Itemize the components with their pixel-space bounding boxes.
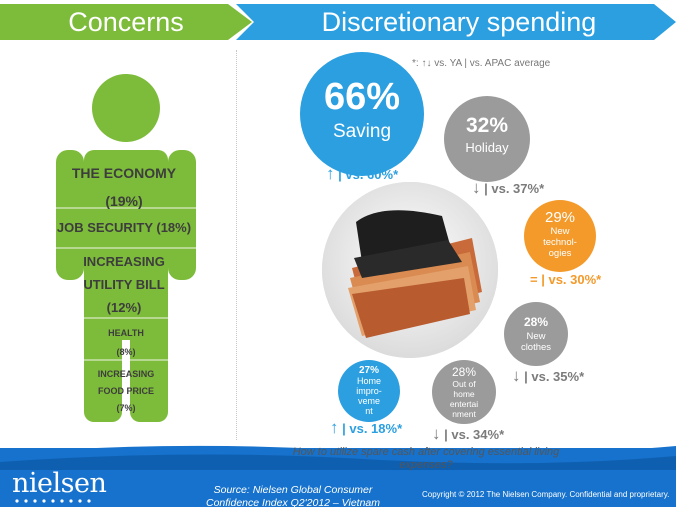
home-improvement-line2: impro- (356, 386, 382, 396)
comparison-legend-note: *: ↑↓ vs. YA | vs. APAC average (412, 58, 551, 69)
new-technologies-line3: ogies (548, 248, 572, 259)
holiday-label: Holiday (465, 140, 509, 155)
wallet-icon (322, 182, 498, 358)
home-improvement-cmp-text: | vs. 18%* (342, 421, 403, 436)
out-of-home-entertainment-label: Out of home entertai nment (432, 379, 496, 419)
holiday-arrow: ↓ (472, 178, 481, 197)
out-of-home-arrow: ↓ (432, 424, 441, 443)
saving-label: Saving (332, 121, 392, 142)
concern-food-line1: INCREASING (97, 369, 155, 379)
new-technologies-pct: 29% (544, 209, 576, 226)
footer-copyright: Copyright © 2012 The Nielsen Company. Co… (422, 490, 670, 499)
concern-food-value: (7%) (116, 403, 136, 413)
concern-utility-line1: INCREASING (83, 254, 165, 269)
concern-economy-value: (19%) (105, 193, 143, 209)
new-technologies-cmp-text: | vs. 30%* (541, 272, 602, 287)
home-improvement-comparison: ↑ | vs. 18%* (330, 418, 402, 438)
new-technologies-line1: New (550, 226, 570, 237)
discretionary-spending-title: Discretionary spending (321, 6, 597, 37)
new-clothes-arrow: ↓ (512, 366, 521, 385)
footer-source: Source: Nielsen Global Consumer Confiden… (176, 484, 410, 510)
concern-economy: THE ECONOMY (19%) (44, 160, 204, 214)
new-clothes-line2: clothes (520, 342, 552, 353)
home-improvement-pct: 27% (358, 365, 379, 376)
footer-wave (0, 445, 676, 470)
out-of-home-line2: home (453, 389, 475, 399)
wallet-cash-image (322, 182, 498, 358)
out-of-home-cmp-text: | vs. 34%* (444, 427, 505, 442)
new-clothes-comparison: ↓ | vs. 35%* (512, 366, 584, 386)
footer-source-line1: Source: Nielsen Global Consumer (213, 484, 373, 496)
nielsen-logo-dots (15, 499, 91, 503)
new-clothes-circle: 28% New clothes (504, 302, 568, 366)
spending-question: How to utilize spare cash after covering… (292, 446, 560, 471)
concern-health: HEALTH (8%) (84, 324, 168, 362)
home-improvement-arrow: ↑ (330, 418, 339, 437)
out-of-home-entertainment-pct: 28% (451, 365, 477, 379)
new-technologies-comparison: = | vs. 30%* (530, 272, 601, 287)
out-of-home-entertainment-comparison: ↓ | vs. 34%* (432, 424, 504, 444)
saving-circle: 66% Saving (300, 52, 424, 176)
concern-utility-value: (12%) (106, 300, 142, 315)
home-improvement-circle: 27% Home impro- veme nt (338, 360, 400, 422)
new-clothes-line1: New (526, 331, 546, 342)
concern-food-line2: FOOD PRICE (97, 386, 154, 396)
new-technologies-arrow: = (530, 272, 538, 287)
person-figure (56, 74, 196, 422)
holiday-comparison: ↓ | vs. 37%* (472, 178, 544, 198)
new-clothes-pct: 28% (523, 315, 549, 329)
concerns-title: Concerns (68, 6, 184, 37)
out-of-home-line1: Out of (452, 379, 476, 389)
concerns-header: Concerns (0, 4, 252, 40)
section-divider (236, 50, 237, 440)
home-improvement-line4: nt (365, 406, 373, 416)
saving-arrow: ↑ (326, 164, 335, 183)
footer-source-line2: Confidence Index Q2'2012 – Vietnam (205, 497, 380, 509)
out-of-home-entertainment-circle: 28% Out of home entertai nment (432, 360, 496, 424)
concern-utility-line2: UTILITY BILL (83, 277, 165, 292)
concern-health-label: HEALTH (108, 328, 144, 338)
home-improvement-line1: Home (356, 376, 381, 386)
out-of-home-line4: nment (452, 409, 476, 419)
home-improvement-line3: veme (357, 396, 380, 406)
concern-utility-bill: INCREASING UTILITY BILL (12%) (44, 250, 204, 319)
nielsen-logo: nielsen (12, 468, 107, 499)
new-technologies-circle: 29% New technol- ogies (524, 200, 596, 272)
new-technologies-label: New technol- ogies (524, 226, 596, 259)
concern-food-price: INCREASING FOOD PRICE (7%) (84, 366, 168, 417)
discretionary-spending-header: Discretionary spending (236, 4, 676, 40)
new-clothes-cmp-text: | vs. 35%* (524, 369, 585, 384)
saving-cmp-text: | vs. 60%* (338, 167, 399, 182)
holiday-circle: 32% Holiday (444, 96, 530, 182)
home-improvement-label: Home impro- veme nt (338, 376, 400, 416)
concern-economy-label: THE ECONOMY (71, 165, 177, 181)
concern-job-security-label: JOB SECURITY (18%) (56, 220, 192, 235)
new-technologies-line2: technol- (543, 237, 577, 248)
saving-comparison: ↑ | vs. 60%* (326, 164, 398, 184)
holiday-pct: 32% (465, 114, 509, 137)
saving-pct: 66% (323, 76, 401, 118)
out-of-home-line3: entertai (449, 399, 479, 409)
concern-job-security: JOB SECURITY (18%) (40, 220, 208, 235)
new-clothes-label: New clothes (504, 331, 568, 353)
holiday-cmp-text: | vs. 37%* (484, 181, 545, 196)
concern-health-value: (8%) (116, 347, 136, 357)
